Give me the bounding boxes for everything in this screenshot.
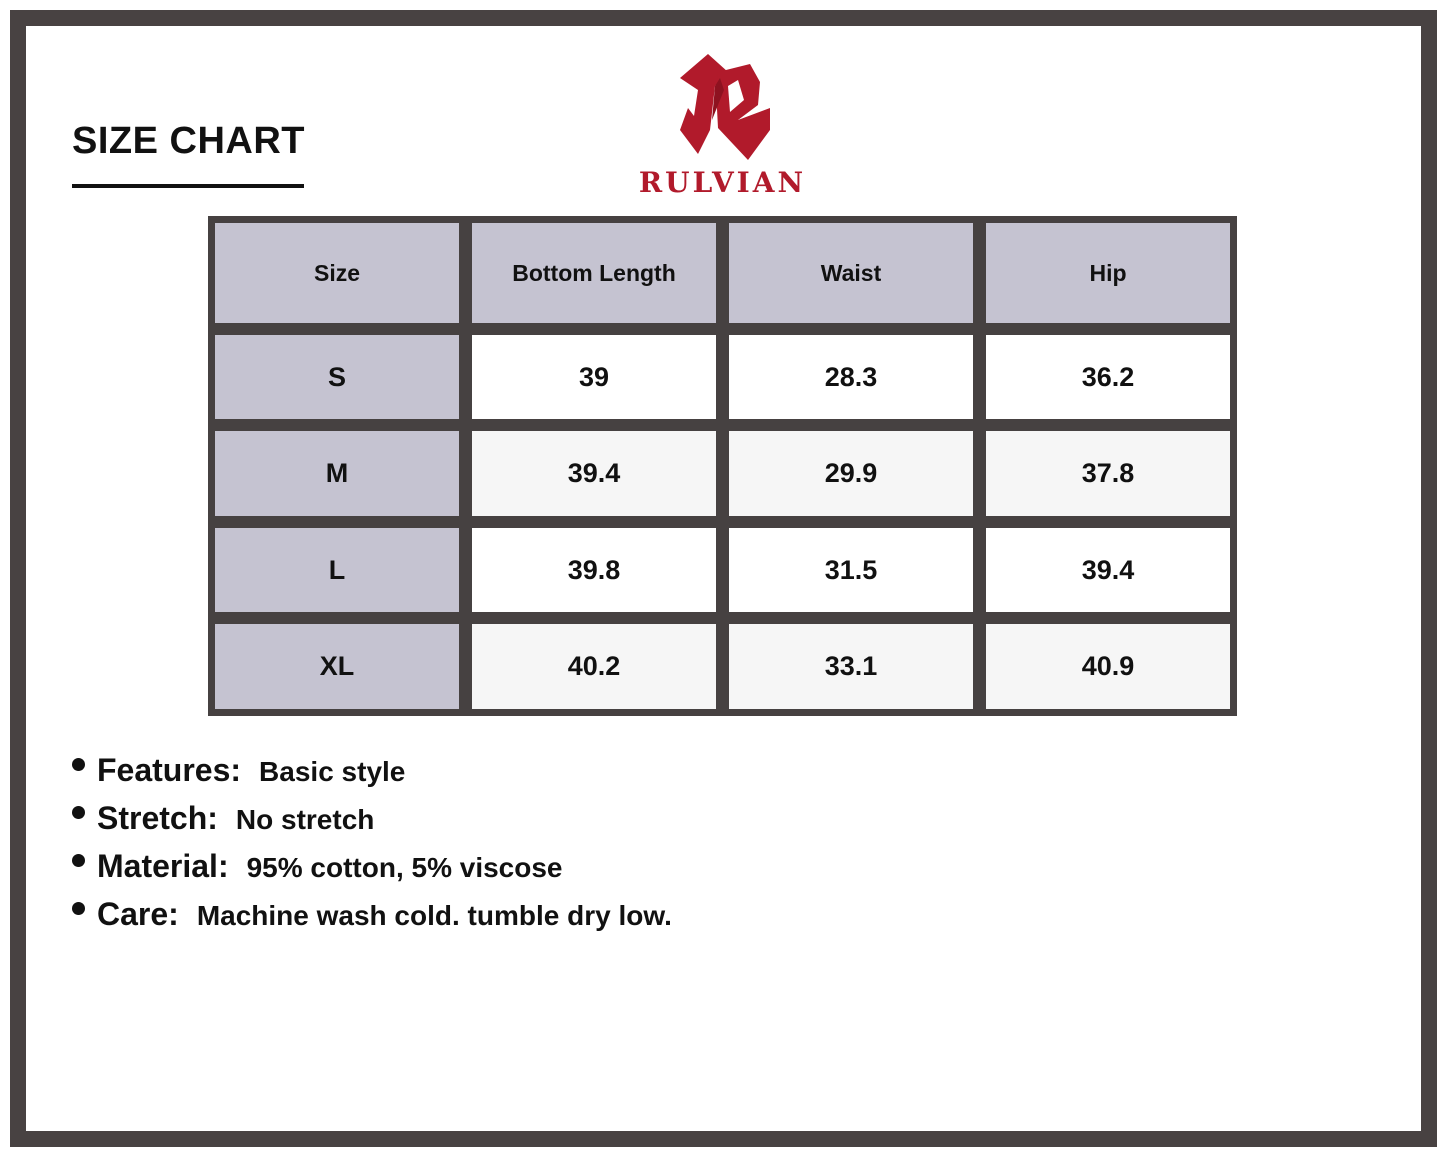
- table-cell: 31.5: [729, 528, 973, 612]
- bullet-icon: [72, 902, 85, 915]
- feature-value: 95% cotton, 5% viscose: [246, 852, 563, 883]
- r-logo-icon: [680, 54, 770, 160]
- table-cell: 39: [472, 335, 716, 419]
- table-cell: 39.8: [472, 528, 716, 612]
- header-waist: Waist: [729, 223, 973, 323]
- feature-list: Features: Basic style Stretch: No stretc…: [72, 752, 672, 944]
- table-cell-size: L: [215, 528, 459, 612]
- feature-item: Features: Basic style: [72, 752, 672, 800]
- page-title: SIZE CHART: [72, 120, 305, 162]
- table-cell-size: M: [215, 431, 459, 516]
- feature-item: Material: 95% cotton, 5% viscose: [72, 848, 672, 896]
- header-hip: Hip: [986, 223, 1230, 323]
- table-cell: 29.9: [729, 431, 973, 516]
- bullet-icon: [72, 758, 85, 771]
- feature-label: Stretch:: [97, 800, 218, 836]
- table-cell: 28.3: [729, 335, 973, 419]
- table-cell: 36.2: [986, 335, 1230, 419]
- table-cell: 33.1: [729, 624, 973, 709]
- header-size: Size: [215, 223, 459, 323]
- feature-value: Machine wash cold. tumble dry low.: [196, 900, 672, 931]
- feature-label: Care:: [97, 896, 179, 932]
- feature-value: Basic style: [259, 756, 406, 787]
- brand-logo: RULVIAN: [620, 50, 825, 200]
- feature-label: Material:: [97, 848, 229, 884]
- feature-label: Features:: [97, 752, 242, 788]
- bullet-icon: [72, 854, 85, 867]
- table-cell-size: S: [215, 335, 459, 419]
- table-cell: 40.2: [472, 624, 716, 709]
- feature-item: Care: Machine wash cold. tumble dry low.: [72, 896, 672, 944]
- feature-value: No stretch: [235, 804, 375, 835]
- table-cell: 39.4: [472, 431, 716, 516]
- size-table: Size Bottom Length Waist Hip S 39 28.3 3…: [208, 216, 1237, 716]
- header-bottom-length: Bottom Length: [472, 223, 716, 323]
- bullet-icon: [72, 806, 85, 819]
- table-cell: 39.4: [986, 528, 1230, 612]
- table-cell: 40.9: [986, 624, 1230, 709]
- title-underline: [72, 184, 304, 188]
- feature-item: Stretch: No stretch: [72, 800, 672, 848]
- brand-name: RULVIAN: [638, 166, 807, 199]
- table-cell: 37.8: [986, 431, 1230, 516]
- table-cell-size: XL: [215, 624, 459, 709]
